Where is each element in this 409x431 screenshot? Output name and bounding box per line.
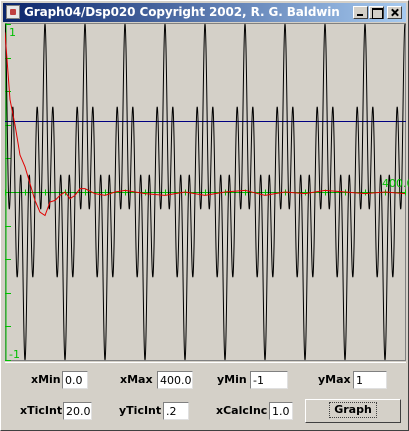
xticint-input[interactable]: 20.0: [63, 402, 92, 420]
close-button[interactable]: [387, 6, 402, 19]
graph-button-label: Graph: [329, 402, 377, 418]
maximize-button[interactable]: [369, 6, 384, 19]
xcalcinc-input[interactable]: 1.0: [269, 402, 293, 420]
x-max-label: 400.0: [382, 177, 409, 190]
running-average-series: [5, 32, 406, 217]
y-max-label: 1: [9, 26, 16, 39]
controls-panel: xMin 0.0 xMax 400.0 yMin -1 yMax 1 xTicI…: [5, 362, 406, 428]
yticint-input[interactable]: .2: [163, 402, 189, 420]
ymin-label: yMin: [217, 373, 247, 386]
xmax-label: xMax: [120, 373, 153, 386]
xticint-label: xTicInt: [20, 404, 63, 417]
signal-series: [5, 23, 406, 361]
xmin-label: xMin: [31, 373, 61, 386]
graph-button[interactable]: Graph: [305, 399, 401, 423]
yticint-label: yTicInt: [119, 404, 162, 417]
plot-area: 1 -1 400.0: [5, 23, 409, 361]
y-min-label: -1: [9, 348, 20, 361]
title-bar[interactable]: Graph04/Dsp020 Copyright 2002, R. G. Bal…: [3, 3, 406, 22]
xmin-input[interactable]: 0.0: [62, 371, 88, 389]
xmax-input[interactable]: 400.0: [157, 371, 193, 389]
window-title: Graph04/Dsp020 Copyright 2002, R. G. Bal…: [24, 5, 340, 19]
minimize-button[interactable]: [353, 6, 368, 19]
plot-canvas: [5, 23, 406, 361]
ymax-input[interactable]: 1: [353, 371, 387, 389]
ymax-label: yMax: [318, 373, 351, 386]
xcalcinc-label: xCalcInc: [216, 404, 268, 417]
ymin-input[interactable]: -1: [250, 371, 288, 389]
java-app-icon[interactable]: [6, 5, 20, 19]
